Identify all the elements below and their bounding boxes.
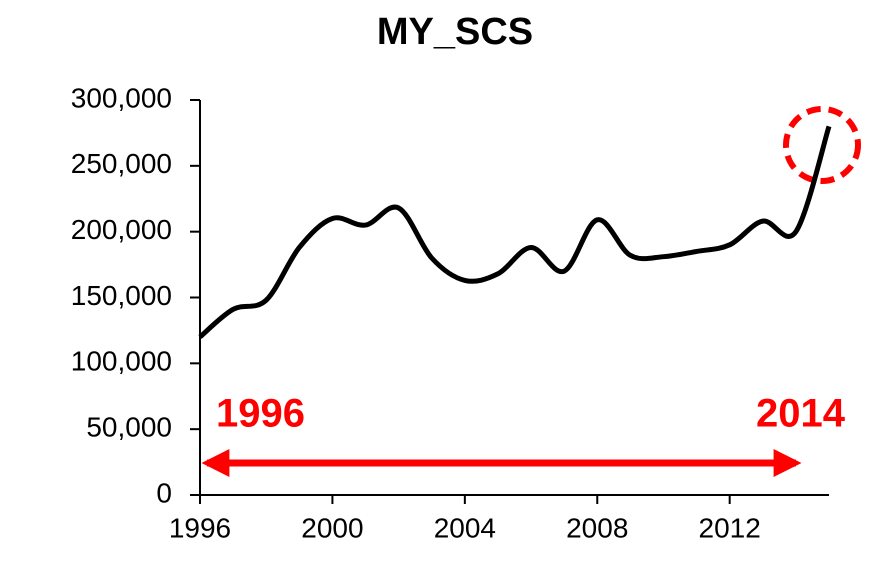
y-tick-label: 100,000 [71,346,172,377]
y-tick-label: 300,000 [71,82,172,113]
y-tick-label: 0 [156,477,172,508]
highlight-circle [783,106,861,184]
x-tick-label: 2012 [699,512,761,543]
chart-title: MY_SCS [377,11,533,53]
x-tick-label: 2004 [434,512,496,543]
annotation: 1996 [216,392,305,436]
y-tick-label: 150,000 [71,280,172,311]
x-tick-label: 2000 [301,512,363,543]
x-tick-label: 1996 [169,512,231,543]
y-tick-label: 50,000 [86,412,172,443]
annotation: 2014 [756,392,846,436]
y-tick-label: 250,000 [71,148,172,179]
x-tick-label: 2008 [566,512,628,543]
y-tick-label: 200,000 [71,214,172,245]
data-line [198,125,832,339]
